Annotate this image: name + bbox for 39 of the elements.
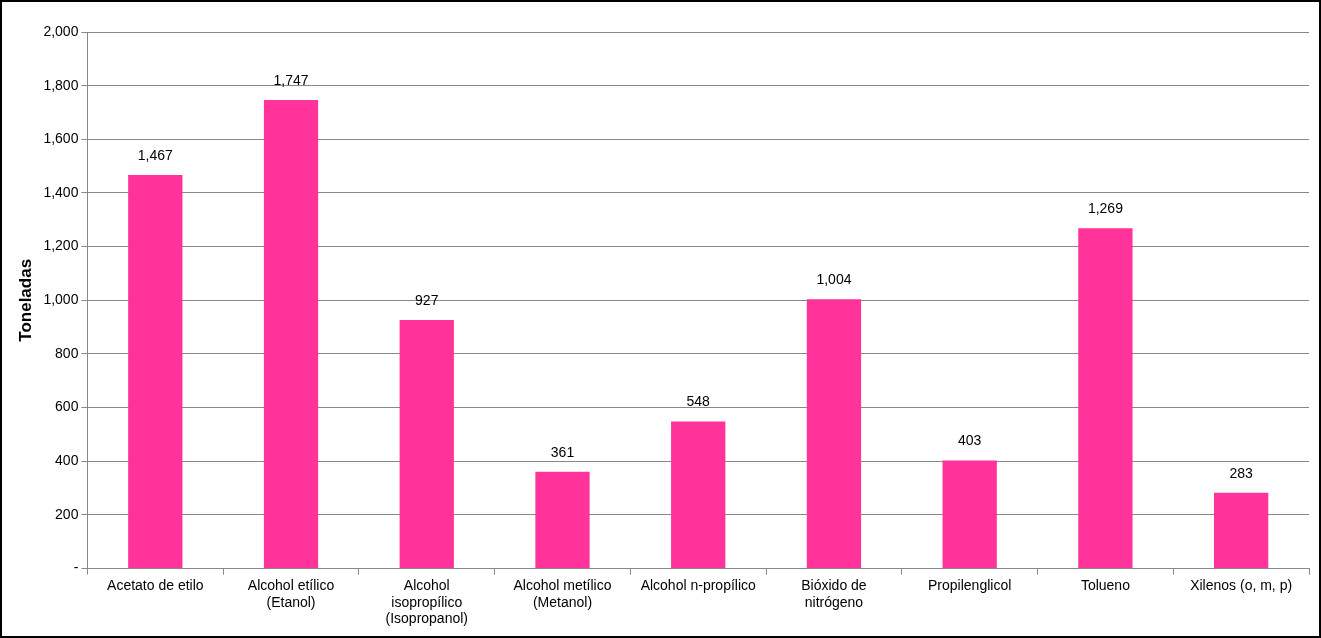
y-axis-title: Toneladas: [15, 258, 35, 342]
bar: [1213, 492, 1269, 569]
y-tick-label: -: [73, 559, 79, 576]
bar: [1078, 228, 1133, 569]
x-tick-label: Alcohol metílico (Metanol): [513, 576, 612, 610]
y-tick-label: 2,000: [43, 22, 79, 39]
bar: [671, 421, 726, 569]
x-tick-label: Acetato de etilo: [107, 576, 204, 593]
data-label: 927: [415, 291, 439, 308]
bar: [399, 319, 454, 569]
y-tick-label: 1,000: [43, 291, 79, 308]
x-tick-label: Tolueno: [1080, 576, 1131, 593]
y-tick-label: 200: [55, 505, 79, 522]
x-tick-label: Alcohol n-propílico: [640, 576, 757, 593]
data-label: 1,004: [816, 271, 852, 288]
y-tick-label: 1,800: [43, 76, 79, 93]
bar: [535, 471, 590, 569]
bar: [806, 299, 862, 569]
y-tick-label: 1,600: [43, 130, 79, 147]
bar: [263, 99, 319, 569]
y-tick-label: 400: [55, 452, 79, 469]
data-label: 548: [686, 393, 711, 410]
data-label: 1,467: [137, 146, 174, 163]
x-tick-label: Alcohol isopropílico (Isopropanol): [385, 576, 469, 627]
y-tick-label: 800: [55, 344, 79, 361]
data-label: 403: [958, 432, 982, 449]
x-tick-label: Bióxido de nitrógeno: [801, 576, 867, 610]
data-label: 1,747: [273, 71, 309, 88]
y-tick-label: 1,200: [43, 237, 79, 254]
bar: [942, 460, 997, 569]
bar: [128, 175, 183, 569]
x-tick-label: Alcohol etílico (Etanol): [247, 576, 335, 610]
x-tick-label: Xilenos (o, m, p): [1190, 576, 1293, 593]
y-tick-label: 600: [55, 398, 79, 415]
data-label: 283: [1229, 464, 1254, 481]
y-tick-label: 1,400: [43, 183, 79, 200]
data-label: 1,269: [1087, 199, 1124, 216]
x-tick-label: Propilenglicol: [928, 576, 1012, 593]
data-label: 361: [550, 443, 575, 460]
